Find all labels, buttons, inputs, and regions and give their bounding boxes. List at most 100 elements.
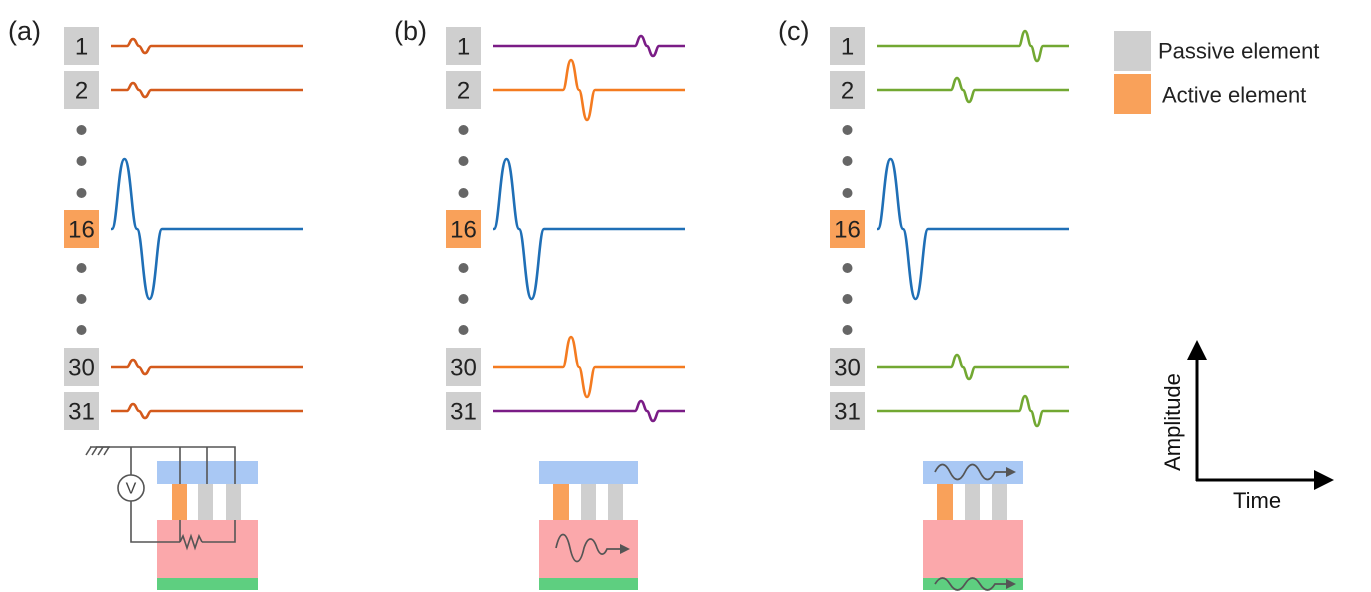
passive-waveform [877, 76, 1069, 104]
ellipsis-dot [458, 188, 469, 198]
element-number: 2 [75, 78, 88, 105]
active-element-box [830, 210, 865, 248]
element-number: 30 [68, 355, 95, 382]
passive-pillar [226, 484, 241, 520]
schematic-c [923, 461, 1023, 591]
panel-b: 1 2 16 30 31 [446, 27, 685, 430]
passive-element-box [446, 392, 481, 430]
x-axis-arrowhead [1314, 470, 1334, 490]
panel-b-label: (b) [394, 16, 427, 46]
bottom-layer [157, 578, 258, 590]
ellipsis-dot [842, 263, 853, 273]
ellipsis-dot [842, 125, 853, 135]
passive-element-box [830, 71, 865, 109]
voltage-source-icon: V [117, 474, 145, 502]
y-axis-arrowhead [1187, 340, 1207, 360]
ellipsis-dot [458, 325, 469, 335]
legend-passive-label: Passive element [1158, 39, 1319, 64]
axes-inset: Amplitude Time [1160, 340, 1334, 513]
x-axis-label: Time [1233, 488, 1281, 513]
ellipsis-dot [76, 188, 87, 198]
element-number: 16 [450, 217, 477, 244]
schematic-a: V [85, 446, 258, 590]
ellipsis-dot [76, 156, 87, 166]
legend-passive-swatch [1114, 31, 1151, 71]
element-number: 1 [841, 34, 854, 61]
passive-waveform [493, 34, 685, 58]
element-number: 30 [450, 355, 477, 382]
ellipsis-dot [76, 263, 87, 273]
voltmeter-label: V [126, 481, 137, 498]
passive-waveform [493, 399, 685, 423]
passive-element-box [64, 71, 99, 109]
panel-a-label: (a) [8, 16, 41, 46]
panel-c: 1 2 16 30 31 [830, 27, 1069, 430]
panel-a: 1 2 16 30 31 [64, 27, 303, 430]
active-pillar [937, 484, 953, 520]
active-waveform [110, 157, 303, 301]
legend: Passive element Active element [1114, 31, 1319, 114]
passive-waveform [493, 58, 685, 122]
passive-waveform [877, 353, 1069, 381]
element-number: 2 [457, 78, 470, 105]
bottom-layer [539, 578, 638, 590]
ellipsis-dot [76, 125, 87, 135]
element-number: 31 [68, 399, 95, 426]
element-number: 31 [450, 399, 477, 426]
active-pillar [553, 484, 569, 520]
element-number: 16 [834, 217, 861, 244]
passive-pillar [581, 484, 596, 520]
substrate [157, 520, 258, 578]
ellipsis-dot [842, 156, 853, 166]
element-number: 1 [457, 34, 470, 61]
passive-waveform [111, 37, 303, 55]
passive-waveform [111, 358, 303, 376]
ellipsis-dot [458, 125, 469, 135]
element-number: 30 [834, 355, 861, 382]
legend-active-swatch [1114, 74, 1151, 114]
active-pillar [172, 484, 187, 520]
ellipsis-dot [842, 188, 853, 198]
element-number: 16 [68, 217, 95, 244]
passive-pillar [965, 484, 980, 520]
active-element-box [64, 210, 99, 248]
ellipsis-dot [458, 156, 469, 166]
passive-element-box [64, 27, 99, 65]
ground-icon [85, 446, 110, 456]
ellipsis-dot [842, 325, 853, 335]
circuit-wiring [96, 446, 236, 551]
top-layer [539, 461, 638, 484]
schematic-b [539, 461, 638, 590]
wave-arrow-icon [934, 463, 1017, 481]
active-waveform [876, 157, 1069, 301]
legend-active-label: Active element [1162, 83, 1306, 108]
passive-element-box [446, 348, 481, 386]
passive-element-box [446, 27, 481, 65]
passive-waveform [877, 29, 1069, 63]
ellipsis-dot [76, 294, 87, 304]
ellipsis-dot [458, 294, 469, 304]
panel-c-label: (c) [778, 16, 809, 46]
ellipsis-dot [76, 325, 87, 335]
element-number: 31 [834, 399, 861, 426]
wave-arrow-icon [555, 533, 631, 563]
passive-waveform [877, 394, 1069, 428]
passive-waveform [111, 81, 303, 99]
active-waveform [492, 157, 685, 301]
passive-element-box [830, 27, 865, 65]
element-number: 1 [75, 34, 88, 61]
passive-pillar [992, 484, 1007, 520]
y-axis-label: Amplitude [1160, 373, 1185, 471]
passive-element-box [446, 71, 481, 109]
substrate [923, 520, 1023, 578]
element-number: 2 [841, 78, 854, 105]
passive-element-box [64, 392, 99, 430]
top-layer [923, 461, 1023, 484]
active-element-box [446, 210, 481, 248]
wave-arrow-icon [934, 577, 1017, 591]
passive-waveform [111, 402, 303, 420]
passive-element-box [830, 348, 865, 386]
ellipsis-dot [458, 263, 469, 273]
ellipsis-dot [842, 294, 853, 304]
